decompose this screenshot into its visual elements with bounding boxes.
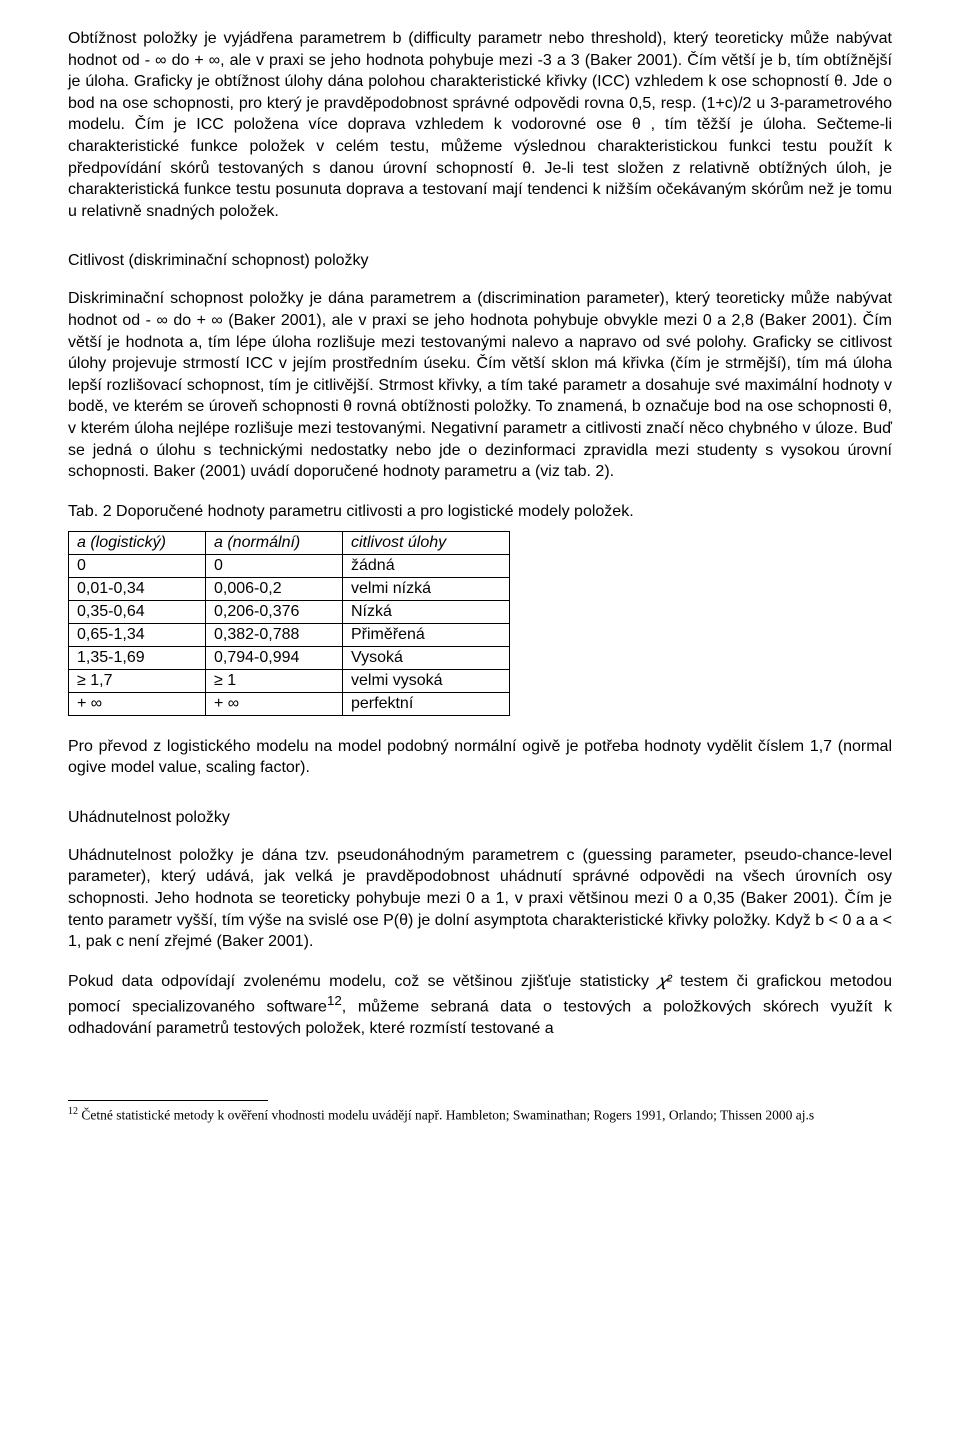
heading-discrimination: Citlivost (diskriminační schopnost) polo…	[68, 252, 892, 270]
heading-guessing: Uhádnutelnost položky	[68, 809, 892, 827]
table-cell: 0,382-0,788	[206, 623, 343, 646]
paragraph-conversion: Pro převod z logistického modelu na mode…	[68, 736, 892, 779]
table-cell: + ∞	[69, 692, 206, 715]
table-cell: 0,006-0,2	[206, 577, 343, 600]
table-cell: ≥ 1	[206, 669, 343, 692]
table-cell: + ∞	[206, 692, 343, 715]
table-cell: Nízká	[343, 600, 510, 623]
footnote-text: Četné statistické metody k ověření vhodn…	[81, 1107, 814, 1122]
table-cell: Vysoká	[343, 646, 510, 669]
text-run: Pokud data odpovídají zvolenému modelu, …	[68, 973, 657, 990]
table-header-row: a (logistický) a (normální) citlivost úl…	[69, 531, 510, 554]
footnote-separator	[68, 1100, 268, 1101]
table-row: 0,35-0,64 0,206-0,376 Nízká	[69, 600, 510, 623]
table-cell: 0,794-0,994	[206, 646, 343, 669]
table-cell: 0,35-0,64	[69, 600, 206, 623]
paragraph-guessing: Uhádnutelnost položky je dána tzv. pseud…	[68, 845, 892, 953]
table-cell: 0,01-0,34	[69, 577, 206, 600]
table-header-cell: citlivost úlohy	[343, 531, 510, 554]
table-row: + ∞ + ∞ perfektní	[69, 692, 510, 715]
table-cell: žádná	[343, 554, 510, 577]
table-cell: velmi nízká	[343, 577, 510, 600]
table-cell: perfektní	[343, 692, 510, 715]
table-cell: 0	[69, 554, 206, 577]
table-header-cell: a (normální)	[206, 531, 343, 554]
table-cell: 1,35-1,69	[69, 646, 206, 669]
table-row: 0,01-0,34 0,006-0,2 velmi nízká	[69, 577, 510, 600]
table-cell: velmi vysoká	[343, 669, 510, 692]
footnote-number: 12	[68, 1106, 78, 1117]
footnote-ref: 12	[327, 993, 342, 1008]
paragraph-model-fit: Pokud data odpovídají zvolenému modelu, …	[68, 971, 892, 1040]
paragraph-discrimination: Diskriminační schopnost položky je dána …	[68, 288, 892, 482]
table-cell: 0	[206, 554, 343, 577]
paragraph-difficulty: Obtížnost položky je vyjádřena parametre…	[68, 28, 892, 222]
table-cell: ≥ 1,7	[69, 669, 206, 692]
sensitivity-table: a (logistický) a (normální) citlivost úl…	[68, 531, 510, 716]
chi-squared-symbol: 𝜒²	[657, 973, 671, 990]
footnote: 12 Četné statistické metody k ověření vh…	[68, 1105, 892, 1124]
table-row: 0,65-1,34 0,382-0,788 Přiměřená	[69, 623, 510, 646]
table-row: ≥ 1,7 ≥ 1 velmi vysoká	[69, 669, 510, 692]
document-page: Obtížnost položky je vyjádřena parametre…	[0, 0, 960, 1144]
table-cell: 0,65-1,34	[69, 623, 206, 646]
table-caption: Tab. 2 Doporučené hodnoty parametru citl…	[68, 503, 892, 521]
table-cell: Přiměřená	[343, 623, 510, 646]
table-cell: 0,206-0,376	[206, 600, 343, 623]
table-row: 0 0 žádná	[69, 554, 510, 577]
table-header-cell: a (logistický)	[69, 531, 206, 554]
table-row: 1,35-1,69 0,794-0,994 Vysoká	[69, 646, 510, 669]
